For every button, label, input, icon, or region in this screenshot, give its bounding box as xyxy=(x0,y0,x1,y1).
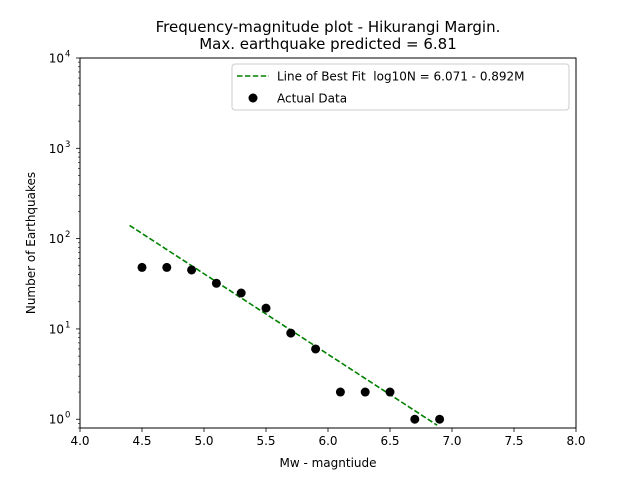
x-tick-label: 4.0 xyxy=(70,434,89,448)
x-tick-label: 5.5 xyxy=(256,434,275,448)
y-tick-label-base: 10 xyxy=(49,142,64,156)
x-tick-label: 4.5 xyxy=(132,434,151,448)
data-point xyxy=(410,414,420,424)
y-tick-label-base: 10 xyxy=(49,413,64,427)
y-tick-label-base: 10 xyxy=(49,52,64,66)
legend-label-actual-data: Actual Data xyxy=(277,92,347,106)
legend-scatter-swatch xyxy=(248,93,258,103)
y-axis-label: Number of Earthquakes xyxy=(24,172,38,314)
data-point xyxy=(385,387,395,397)
data-point xyxy=(335,387,345,397)
legend-label-best-fit: Line of Best Fit log10N = 6.071 - 0.892M xyxy=(277,70,525,84)
data-point xyxy=(261,303,271,313)
data-point xyxy=(435,414,445,424)
data-point xyxy=(311,344,321,354)
plot-area xyxy=(129,224,445,426)
chart-title-line2: Max. earthquake predicted = 6.81 xyxy=(199,35,457,53)
x-tick-label: 6.5 xyxy=(380,434,399,448)
y-tick-label-exponent: 0 xyxy=(65,411,70,421)
y-tick-label-exponent: 1 xyxy=(65,320,70,330)
data-point xyxy=(137,262,147,272)
x-tick-label: 6.0 xyxy=(318,434,337,448)
data-point xyxy=(187,265,197,275)
data-point xyxy=(162,262,172,272)
y-tick-label-exponent: 2 xyxy=(65,230,70,240)
data-point xyxy=(236,288,246,298)
x-tick-label: 8.0 xyxy=(566,434,585,448)
legend-box xyxy=(231,63,570,111)
x-axis-label: Mw - magntiude xyxy=(279,456,376,470)
data-point xyxy=(286,328,296,338)
data-point xyxy=(360,387,370,397)
y-tick-label-exponent: 4 xyxy=(65,50,70,60)
legend: Line of Best Fit log10N = 6.071 - 0.892M… xyxy=(231,63,570,111)
y-tick-label-base: 10 xyxy=(49,322,64,336)
data-point xyxy=(211,278,221,288)
y-tick-label-base: 10 xyxy=(49,232,64,246)
chart-title-line1: Frequency-magnitude plot - Hikurangi Mar… xyxy=(156,18,501,36)
x-tick-label: 5.0 xyxy=(194,434,213,448)
x-tick-label: 7.0 xyxy=(442,434,461,448)
x-tick-label: 7.5 xyxy=(504,434,523,448)
y-tick-label-exponent: 3 xyxy=(65,140,70,150)
axes: 4.0 4.5 5.0 5.5 6.0 6.5 7.0 7.5 8.010 010 110 210 31… xyxy=(49,50,586,449)
